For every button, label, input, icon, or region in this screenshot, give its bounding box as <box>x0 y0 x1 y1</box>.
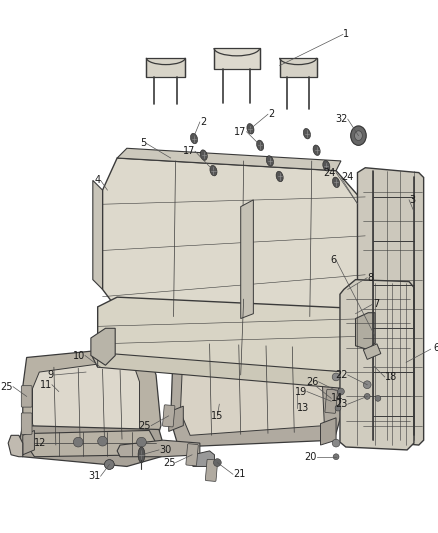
Text: 4: 4 <box>95 175 101 185</box>
Circle shape <box>363 381 371 389</box>
Circle shape <box>375 395 381 401</box>
FancyBboxPatch shape <box>205 459 218 481</box>
Polygon shape <box>91 328 115 365</box>
Text: 17: 17 <box>183 146 195 156</box>
FancyBboxPatch shape <box>325 389 338 413</box>
FancyBboxPatch shape <box>21 413 32 434</box>
Polygon shape <box>93 343 98 367</box>
Text: 1: 1 <box>343 29 349 39</box>
Text: 32: 32 <box>336 114 348 124</box>
Text: 13: 13 <box>297 403 309 413</box>
Polygon shape <box>27 431 156 457</box>
Circle shape <box>105 459 114 470</box>
Polygon shape <box>146 58 185 77</box>
Ellipse shape <box>105 459 114 470</box>
Text: 22: 22 <box>335 370 348 380</box>
FancyBboxPatch shape <box>162 405 175 427</box>
Circle shape <box>73 437 83 447</box>
Text: 21: 21 <box>233 469 245 479</box>
Text: 23: 23 <box>336 399 348 409</box>
Text: 6: 6 <box>433 343 438 353</box>
Polygon shape <box>190 451 215 466</box>
Text: 25: 25 <box>0 382 13 392</box>
Text: 11: 11 <box>40 379 52 390</box>
Text: 24: 24 <box>324 167 336 177</box>
Ellipse shape <box>200 150 207 160</box>
Text: 26: 26 <box>306 377 318 387</box>
Text: 30: 30 <box>159 445 171 455</box>
Circle shape <box>332 439 340 447</box>
Ellipse shape <box>138 447 145 463</box>
Text: 6: 6 <box>330 255 336 265</box>
Polygon shape <box>23 346 161 453</box>
Polygon shape <box>321 418 336 445</box>
Text: 20: 20 <box>304 452 317 462</box>
Circle shape <box>332 373 340 381</box>
Text: 18: 18 <box>385 372 397 382</box>
Polygon shape <box>215 48 260 69</box>
Circle shape <box>335 405 341 411</box>
Polygon shape <box>180 342 325 435</box>
Text: 7: 7 <box>373 299 379 309</box>
Circle shape <box>137 437 146 447</box>
Polygon shape <box>93 180 102 289</box>
Polygon shape <box>117 440 200 457</box>
FancyBboxPatch shape <box>21 386 32 407</box>
Polygon shape <box>19 425 163 466</box>
Text: 19: 19 <box>295 386 307 397</box>
Text: 2: 2 <box>268 109 274 119</box>
Text: 5: 5 <box>140 139 146 148</box>
Text: 17: 17 <box>234 127 247 137</box>
Circle shape <box>213 459 221 466</box>
Text: 15: 15 <box>211 411 223 421</box>
Polygon shape <box>93 353 370 389</box>
Text: 25: 25 <box>139 421 151 431</box>
Polygon shape <box>117 148 341 171</box>
Polygon shape <box>363 344 381 359</box>
Ellipse shape <box>266 156 273 166</box>
Text: 25: 25 <box>163 457 176 467</box>
Polygon shape <box>357 168 424 445</box>
Polygon shape <box>171 330 341 447</box>
Polygon shape <box>340 280 414 450</box>
Polygon shape <box>98 297 370 372</box>
Polygon shape <box>169 406 184 431</box>
Ellipse shape <box>323 160 330 171</box>
Text: 9: 9 <box>48 370 54 380</box>
Polygon shape <box>102 158 365 319</box>
Text: 10: 10 <box>73 351 85 360</box>
FancyBboxPatch shape <box>186 444 198 466</box>
Ellipse shape <box>351 126 366 146</box>
Text: 12: 12 <box>34 438 46 448</box>
Polygon shape <box>279 58 317 77</box>
Circle shape <box>98 437 107 446</box>
Polygon shape <box>241 200 253 319</box>
Text: 2: 2 <box>200 117 206 127</box>
Ellipse shape <box>276 171 283 182</box>
Ellipse shape <box>332 177 339 188</box>
Ellipse shape <box>191 133 198 144</box>
Polygon shape <box>23 431 35 455</box>
Ellipse shape <box>355 131 362 141</box>
Polygon shape <box>356 313 375 350</box>
Text: 8: 8 <box>367 273 373 282</box>
Ellipse shape <box>210 165 217 176</box>
Ellipse shape <box>313 145 320 156</box>
Circle shape <box>338 388 344 395</box>
Text: 3: 3 <box>409 195 415 205</box>
Text: 24: 24 <box>341 173 353 182</box>
Circle shape <box>333 454 339 459</box>
Polygon shape <box>8 435 23 457</box>
Ellipse shape <box>257 140 264 151</box>
Circle shape <box>364 393 370 399</box>
Polygon shape <box>32 359 140 445</box>
Ellipse shape <box>303 128 311 139</box>
Text: 31: 31 <box>88 471 101 481</box>
Text: 14: 14 <box>331 393 343 403</box>
Ellipse shape <box>247 124 254 134</box>
